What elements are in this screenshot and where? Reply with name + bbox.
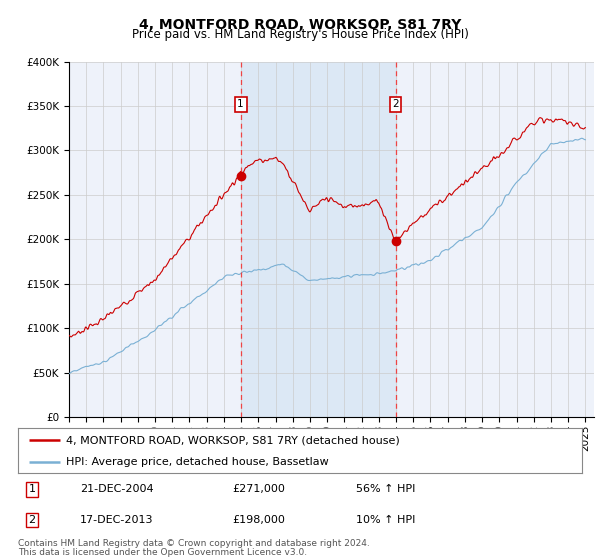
- Text: This data is licensed under the Open Government Licence v3.0.: This data is licensed under the Open Gov…: [18, 548, 307, 557]
- Text: 17-DEC-2013: 17-DEC-2013: [80, 515, 154, 525]
- Text: 2: 2: [392, 99, 399, 109]
- Text: 1: 1: [238, 99, 244, 109]
- Text: £198,000: £198,000: [232, 515, 285, 525]
- Text: 10% ↑ HPI: 10% ↑ HPI: [356, 515, 416, 525]
- Text: Price paid vs. HM Land Registry's House Price Index (HPI): Price paid vs. HM Land Registry's House …: [131, 28, 469, 41]
- Text: 21-DEC-2004: 21-DEC-2004: [80, 484, 154, 494]
- Text: Contains HM Land Registry data © Crown copyright and database right 2024.: Contains HM Land Registry data © Crown c…: [18, 539, 370, 548]
- Text: £271,000: £271,000: [232, 484, 285, 494]
- Text: 1: 1: [29, 484, 35, 494]
- Text: 4, MONTFORD ROAD, WORKSOP, S81 7RY: 4, MONTFORD ROAD, WORKSOP, S81 7RY: [139, 18, 461, 32]
- Text: 4, MONTFORD ROAD, WORKSOP, S81 7RY (detached house): 4, MONTFORD ROAD, WORKSOP, S81 7RY (deta…: [66, 436, 400, 446]
- Text: 56% ↑ HPI: 56% ↑ HPI: [356, 484, 416, 494]
- Bar: [241, 62, 395, 417]
- Text: 2: 2: [29, 515, 35, 525]
- Text: HPI: Average price, detached house, Bassetlaw: HPI: Average price, detached house, Bass…: [66, 457, 329, 467]
